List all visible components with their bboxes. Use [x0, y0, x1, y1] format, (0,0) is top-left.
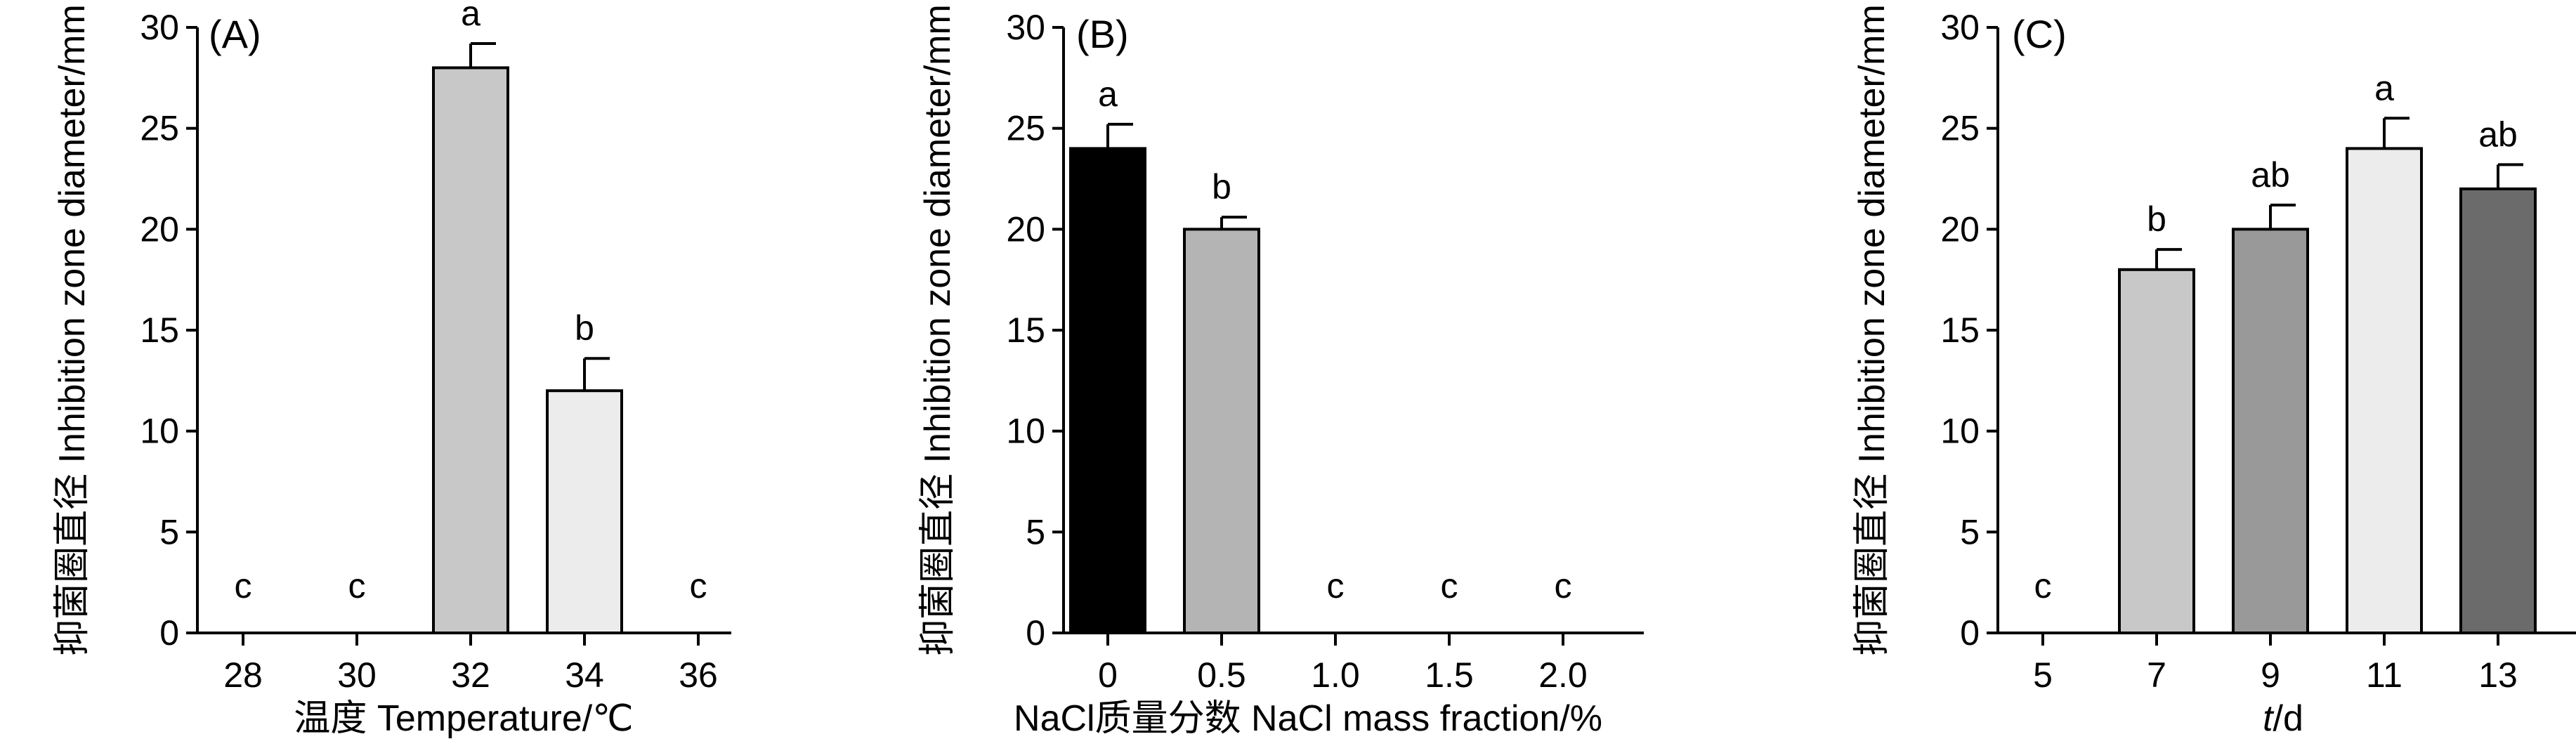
- panel-b-label: (B): [1076, 12, 1129, 56]
- significance-letter: a: [2374, 68, 2394, 107]
- x-tick-label: 9: [2261, 655, 2280, 695]
- y-tick-label: 30: [140, 8, 179, 47]
- y-tick-label: 20: [1006, 209, 1045, 249]
- panel-b: 0 5 10 15 20 25 30 0 a 0.5 b 1.0 c 1.5 c 2.0 c (B) NaCl…: [917, 4, 1644, 739]
- y-tick-label: 10: [1940, 412, 1980, 451]
- x-tick-label: 11: [2366, 655, 2402, 695]
- panel-b-bars: 0 a 0.5 b 1.0 c 1.5 c 2.0 c: [1069, 74, 1588, 695]
- panel-c-y-title: 抑菌圈直径 Inhibition zone diameter/mm: [1852, 4, 1892, 656]
- y-tick-label: 20: [1940, 209, 1980, 249]
- panel-a-y-title: 抑菌圈直径 Inhibition zone diameter/mm: [52, 4, 93, 656]
- significance-letter: c: [348, 566, 366, 606]
- panel-c-x-title-italic: t: [2263, 698, 2275, 739]
- panel-a-y-ticks: 0 5 10 15 20 25 30: [140, 8, 197, 653]
- y-tick-label: 15: [140, 310, 179, 350]
- y-tick-label: 10: [1006, 412, 1045, 451]
- y-tick-label: 0: [159, 613, 179, 653]
- y-tick-label: 5: [159, 512, 179, 551]
- y-tick-label: 20: [140, 209, 179, 249]
- x-tick-label: 32: [451, 655, 490, 695]
- y-tick-label: 15: [1940, 310, 1980, 350]
- y-tick-label: 5: [1026, 512, 1045, 551]
- x-tick-label: 28: [223, 655, 263, 695]
- bar: [432, 66, 509, 634]
- bar: [1183, 228, 1260, 635]
- y-tick-label: 30: [1940, 8, 1980, 47]
- significance-letter: ab: [2478, 115, 2518, 154]
- panel-a-label: (A): [209, 12, 261, 56]
- x-tick-label: 5: [2033, 655, 2053, 695]
- x-tick-label: 1.5: [1425, 655, 1474, 695]
- y-tick-label: 5: [1960, 512, 1980, 551]
- significance-letter: b: [2147, 200, 2166, 239]
- x-tick-label: 13: [2478, 655, 2518, 695]
- y-tick-label: 15: [1006, 310, 1045, 350]
- y-tick-label: 25: [1940, 109, 1980, 148]
- significance-letter: c: [1327, 566, 1345, 606]
- x-tick-label: 36: [679, 655, 718, 695]
- x-tick-label: 34: [565, 655, 604, 695]
- significance-letter: c: [690, 566, 707, 606]
- significance-letter: c: [235, 566, 252, 606]
- panel-a-bars: 28 c 30 c 32 a 34 b 36 c: [223, 0, 718, 695]
- y-tick-label: 25: [1006, 109, 1045, 148]
- bar: [2346, 147, 2423, 634]
- bar: [1069, 147, 1146, 634]
- y-tick-label: 30: [1006, 8, 1045, 47]
- significance-letter: a: [1098, 74, 1118, 114]
- bar: [2459, 187, 2537, 635]
- x-tick-label: 0: [1098, 655, 1118, 695]
- y-tick-label: 0: [1960, 613, 1980, 653]
- panel-c: 0 5 10 15 20 25 30 5 c 7 b 9 ab 11 a 13 ab (C) t/d 抑菌圈直…: [1852, 4, 2576, 739]
- x-tick-label: 7: [2147, 655, 2166, 695]
- panel-a: 0 5 10 15 20 25 30 28 c 30 c 32 a 34 b 36 c (A) 温度 Temp…: [52, 0, 731, 739]
- y-tick-label: 25: [140, 109, 179, 148]
- x-tick-label: 30: [337, 655, 377, 695]
- significance-letter: c: [2034, 566, 2052, 606]
- panel-b-x-title: NaCl质量分数 NaCl mass fraction/%: [1014, 698, 1602, 739]
- panel-c-x-title: t/d: [2263, 698, 2303, 739]
- significance-letter: ab: [2251, 155, 2290, 195]
- x-tick-label: 2.0: [1538, 655, 1588, 695]
- x-tick-label: 0.5: [1197, 655, 1246, 695]
- significance-letter: c: [1441, 566, 1458, 606]
- panel-c-bars: 5 c 7 b 9 ab 11 a 13 ab: [2033, 68, 2537, 695]
- panel-b-y-ticks: 0 5 10 15 20 25 30: [1006, 8, 1064, 653]
- significance-letter: b: [1212, 167, 1231, 207]
- bar: [546, 389, 623, 634]
- panel-b-y-title: 抑菌圈直径 Inhibition zone diameter/mm: [917, 4, 958, 656]
- panel-c-x-title-rest: /d: [2273, 698, 2303, 739]
- significance-letter: c: [1555, 566, 1572, 606]
- bar: [2232, 228, 2309, 635]
- panel-c-y-ticks: 0 5 10 15 20 25 30: [1940, 8, 1998, 653]
- bar: [2118, 268, 2195, 634]
- y-tick-label: 10: [140, 412, 179, 451]
- x-tick-label: 1.0: [1311, 655, 1360, 695]
- panel-c-label: (C): [2012, 12, 2067, 56]
- significance-letter: a: [461, 0, 480, 33]
- y-tick-label: 0: [1026, 613, 1045, 653]
- significance-letter: b: [575, 308, 594, 348]
- panel-a-x-title: 温度 Temperature/℃: [294, 698, 633, 739]
